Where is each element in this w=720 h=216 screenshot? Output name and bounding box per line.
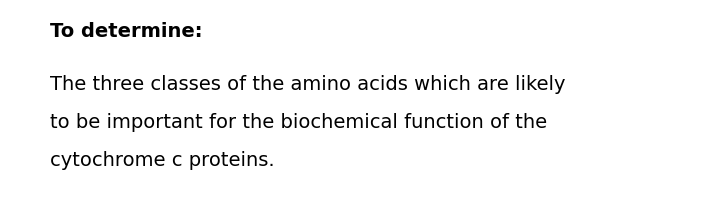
Text: to be important for the biochemical function of the: to be important for the biochemical func… <box>50 113 547 132</box>
Text: cytochrome c proteins.: cytochrome c proteins. <box>50 151 274 170</box>
Text: To determine:: To determine: <box>50 22 202 41</box>
Text: The three classes of the amino acids which are likely: The three classes of the amino acids whi… <box>50 75 565 94</box>
